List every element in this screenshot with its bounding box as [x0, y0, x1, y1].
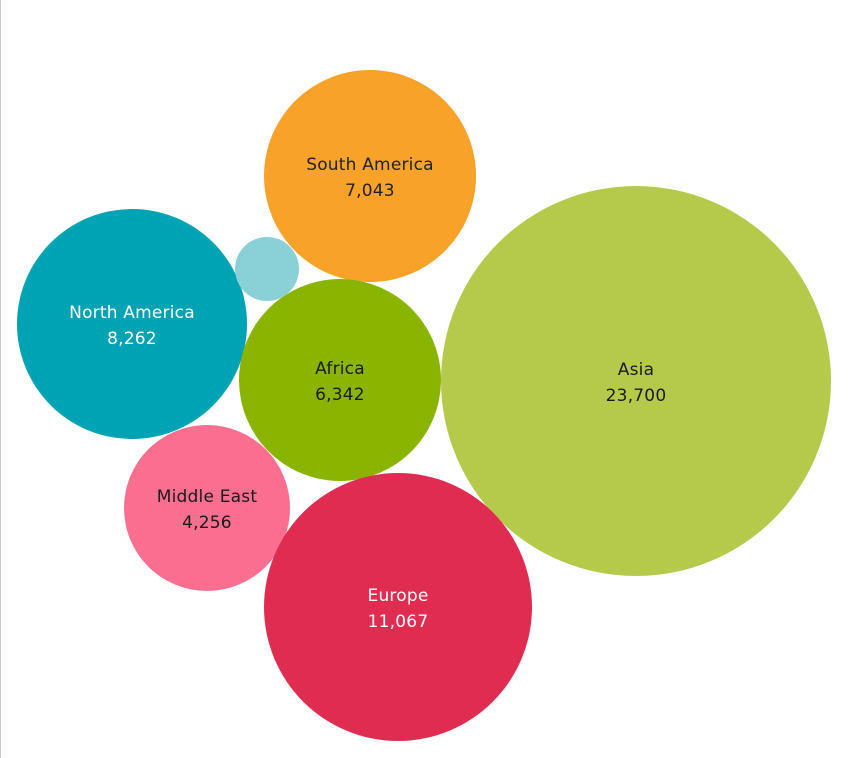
bubble-value-middle-east: 4,256 — [182, 513, 232, 533]
bubble-asia[interactable] — [441, 186, 831, 576]
bubble-label-europe: Europe — [368, 586, 429, 606]
bubble-label-africa: Africa — [315, 359, 365, 379]
bubble-north-america[interactable] — [17, 209, 247, 439]
bubble-unlabeled[interactable] — [235, 237, 299, 301]
bubble-label-south-america: South America — [306, 155, 434, 175]
bubble-label-middle-east: Middle East — [157, 487, 258, 507]
bubble-value-asia: 23,700 — [606, 386, 667, 406]
bubble-value-north-america: 8,262 — [107, 329, 157, 349]
bubble-value-south-america: 7,043 — [345, 181, 395, 201]
bubble-label-north-america: North America — [69, 303, 195, 323]
bubble-value-africa: 6,342 — [315, 385, 365, 405]
bubble-label-asia: Asia — [618, 360, 654, 380]
bubble-south-america[interactable] — [264, 70, 476, 282]
bubble-europe[interactable] — [264, 473, 532, 741]
bubble-value-europe: 11,067 — [368, 612, 429, 632]
left-border — [0, 0, 1, 758]
bubble-middle-east[interactable] — [124, 425, 290, 591]
bubble-africa[interactable] — [239, 279, 441, 481]
